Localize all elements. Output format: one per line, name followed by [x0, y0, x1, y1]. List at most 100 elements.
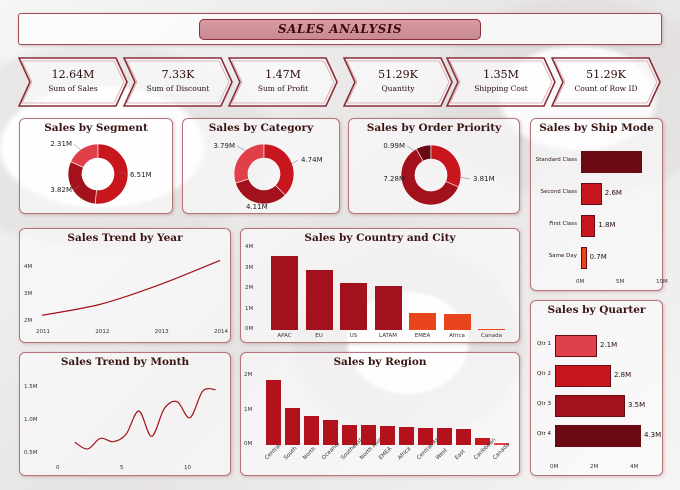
bar[interactable]: [475, 437, 490, 445]
bar[interactable]: [443, 314, 471, 330]
y-tick: 0.5M: [24, 450, 38, 457]
category-label: Africa: [397, 445, 413, 462]
country-panel[interactable]: Sales by Country and City 0M 1M 2M 3M 4M APAC…: [240, 228, 520, 343]
segment-panel[interactable]: Sales by Segment 2.31M 6.51M 3.82M: [19, 118, 173, 214]
x-tick: 2011: [36, 329, 50, 335]
bar[interactable]: [581, 247, 587, 269]
category-label: Standard Class: [535, 157, 577, 163]
series-line[interactable]: [41, 259, 221, 316]
country-chart: 0M 1M 2M 3M 4M APAC EU US LATAM EMEA Africa Canada: [241, 229, 521, 344]
bar[interactable]: [361, 425, 376, 445]
leader-line: [73, 143, 83, 152]
bar[interactable]: [555, 395, 625, 417]
y-tick: 1M: [245, 305, 254, 312]
bar[interactable]: [304, 416, 319, 445]
category-label: US: [349, 333, 358, 339]
trend-month-panel[interactable]: Sales Trend by Month 0.5M 1.0M 1.5M 0 5 10: [19, 352, 231, 476]
segment-title: Sales by Segment: [44, 122, 148, 134]
kpi-label: Sum of Sales: [48, 84, 98, 93]
x-tick: 0M: [550, 464, 559, 470]
donut-slice[interactable]: [94, 143, 129, 205]
category-label: Central: [264, 442, 283, 462]
donut-slice[interactable]: [233, 143, 265, 184]
kpi-value: 12.64M: [51, 68, 95, 81]
bar[interactable]: [305, 269, 333, 330]
category-label: EU: [315, 333, 323, 339]
kpi-card[interactable]: 12.64M Sum of Sales: [18, 56, 128, 108]
trend-year-chart: 2M 3M 4M 2011 2012 2013 2014: [20, 229, 232, 344]
data-label: 6.51M: [130, 171, 152, 179]
quarter-title: Sales by Quarter: [547, 304, 646, 316]
y-tick: 2M: [24, 318, 33, 325]
leader-line: [406, 145, 416, 152]
kpi-value: 51.29K: [378, 68, 418, 81]
kpi-card[interactable]: 1.35M Shipping Cost: [446, 56, 556, 108]
y-tick: 3M: [245, 264, 254, 271]
region-panel[interactable]: Sales by Region 0M 1M 2M Central South North O…: [240, 352, 520, 476]
category-panel[interactable]: Sales by Category 3.79M 4.74M 4.11M: [182, 118, 340, 214]
shipmode-title: Sales by Ship Mode: [539, 122, 654, 134]
category-title: Sales by Category: [208, 122, 314, 134]
category-label: Africa: [449, 333, 465, 339]
bar[interactable]: [581, 183, 602, 205]
priority-donut: 0.99M 3.81M 7.28M: [383, 142, 495, 206]
kpi-card[interactable]: 1.47M Sum of Profit: [228, 56, 338, 108]
donut-slice[interactable]: [430, 144, 462, 188]
bar[interactable]: [494, 443, 509, 445]
trend-year-title: Sales Trend by Year: [67, 232, 183, 244]
kpi-card[interactable]: 51.29K Quantity: [343, 56, 453, 108]
x-tick: 5M: [616, 279, 625, 285]
donut-slice[interactable]: [263, 143, 295, 196]
kpi-card[interactable]: 7.33K Sum of Discount: [123, 56, 233, 108]
bar[interactable]: [266, 380, 281, 445]
kpi-value: 7.33K: [161, 68, 195, 81]
bar[interactable]: [271, 256, 298, 330]
x-tick: 0: [56, 465, 60, 471]
x-tick: 2M: [590, 464, 599, 470]
series-line[interactable]: [74, 387, 216, 450]
x-tick: 10: [184, 465, 191, 471]
x-tick: 4M: [630, 464, 639, 470]
shipmode-panel[interactable]: Sales by Ship Mode Standard Class Second …: [530, 118, 668, 292]
donut-slice[interactable]: [400, 148, 459, 206]
kpi-label: Shipping Cost: [474, 84, 528, 93]
category-label: South: [283, 445, 299, 462]
priority-panel[interactable]: Sales by Order Priority 0.99M 3.81M 7.28M: [348, 118, 520, 214]
data-label: 2.31M: [50, 140, 72, 148]
bar[interactable]: [380, 426, 395, 445]
category-label: Qtr 3: [537, 401, 551, 407]
data-label: 3.5M: [628, 401, 646, 409]
line-plot: [41, 259, 221, 316]
kpi-card[interactable]: 51.29K Count of Row ID: [551, 56, 661, 108]
bar[interactable]: [285, 408, 300, 445]
bar[interactable]: [555, 425, 641, 447]
bar[interactable]: [555, 365, 611, 387]
donut-slice[interactable]: [67, 161, 97, 205]
y-tick: 1.5M: [24, 383, 38, 390]
shipmode-chart: Standard Class Second Class 2.6M First Clas…: [531, 119, 668, 292]
bar[interactable]: [456, 429, 471, 445]
bar[interactable]: [374, 285, 402, 330]
bar[interactable]: [555, 335, 597, 357]
leader-line: [458, 176, 471, 180]
category-label: Qtr 4: [537, 431, 551, 437]
bar[interactable]: [399, 427, 414, 445]
bar[interactable]: [581, 215, 596, 237]
bar[interactable]: [342, 424, 357, 445]
bar[interactable]: [418, 427, 433, 445]
category-donut: 3.79M 4.74M 4.11M: [213, 142, 322, 211]
bar[interactable]: [478, 328, 505, 330]
kpi-value: 51.29K: [586, 68, 626, 81]
bar[interactable]: [437, 428, 452, 445]
trend-year-panel[interactable]: Sales Trend by Year 2M 3M 4M 2011 2012 2013 20…: [19, 228, 231, 343]
y-tick: 3M: [24, 291, 33, 298]
bar[interactable]: [581, 151, 642, 173]
quarter-panel[interactable]: Sales by Quarter Qtr 1 2.1M Qtr 2 2.8M Qtr 3…: [530, 300, 663, 476]
bar[interactable]: [409, 313, 436, 330]
bar[interactable]: [340, 282, 367, 330]
leader-line: [289, 159, 299, 166]
y-tick: 2M: [245, 285, 254, 291]
donut-slice[interactable]: [235, 178, 286, 205]
bar[interactable]: [323, 419, 338, 445]
kpi-value: 1.35M: [483, 68, 519, 81]
